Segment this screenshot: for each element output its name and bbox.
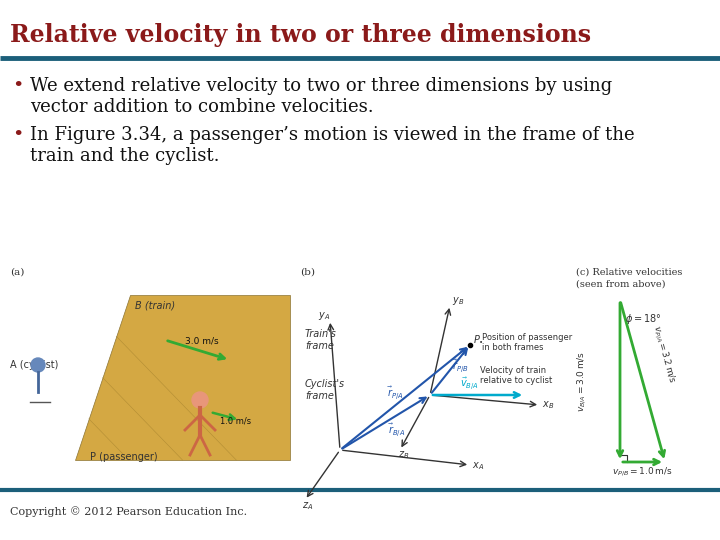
- Text: Train's
frame: Train's frame: [305, 329, 337, 351]
- Text: in both frames: in both frames: [482, 343, 544, 352]
- Text: $x_A$: $x_A$: [472, 460, 484, 472]
- Text: A (cyclist): A (cyclist): [10, 360, 58, 370]
- Text: $y_A$: $y_A$: [318, 310, 330, 322]
- Text: We extend relative velocity to two or three dimensions by using: We extend relative velocity to two or th…: [30, 77, 612, 95]
- Text: (c) Relative velocities: (c) Relative velocities: [576, 268, 683, 277]
- Text: Velocity of train: Velocity of train: [480, 366, 546, 375]
- Circle shape: [192, 392, 208, 408]
- Text: $\vec{r}_{B/A}$: $\vec{r}_{B/A}$: [388, 422, 405, 440]
- Text: $y_B$: $y_B$: [452, 295, 464, 307]
- Text: Position of passenger: Position of passenger: [482, 333, 572, 342]
- Text: $\vec{r}_{P/B}$: $\vec{r}_{P/B}$: [452, 357, 469, 375]
- Polygon shape: [75, 295, 290, 460]
- Text: $v_{P/B} = 1.0\,\mathrm{m/s}$: $v_{P/B} = 1.0\,\mathrm{m/s}$: [612, 465, 672, 478]
- Text: 3.0 m/s: 3.0 m/s: [185, 336, 219, 345]
- Text: $x_B$: $x_B$: [542, 399, 554, 411]
- Circle shape: [31, 358, 45, 372]
- Text: $\vec{v}_{B/A}$: $\vec{v}_{B/A}$: [460, 375, 479, 392]
- Text: •: •: [12, 77, 23, 95]
- Text: (seen from above): (seen from above): [576, 280, 665, 289]
- Text: vector addition to combine velocities.: vector addition to combine velocities.: [30, 98, 374, 116]
- Text: $v_{P/A} = 3.2\,\mathrm{m/s}$: $v_{P/A} = 3.2\,\mathrm{m/s}$: [650, 323, 679, 385]
- Text: $\vec{r}_{P/A}$: $\vec{r}_{P/A}$: [387, 385, 404, 402]
- Text: (a): (a): [10, 268, 24, 277]
- Text: Cyclist's
frame: Cyclist's frame: [305, 379, 345, 401]
- Text: train and the cyclist.: train and the cyclist.: [30, 147, 220, 165]
- Text: P (passenger): P (passenger): [90, 452, 158, 462]
- Text: $v_{B/A} = 3.0\,\mathrm{m/s}$: $v_{B/A} = 3.0\,\mathrm{m/s}$: [575, 350, 588, 411]
- Text: relative to cyclist: relative to cyclist: [480, 376, 552, 385]
- Text: $z_B$: $z_B$: [398, 449, 410, 461]
- Text: $P_{\bullet}$: $P_{\bullet}$: [473, 333, 484, 345]
- Text: B (train): B (train): [135, 300, 175, 310]
- Text: 1.0 m/s: 1.0 m/s: [220, 416, 251, 425]
- Text: Relative velocity in two or three dimensions: Relative velocity in two or three dimens…: [10, 23, 591, 47]
- Text: Copyright © 2012 Pearson Education Inc.: Copyright © 2012 Pearson Education Inc.: [10, 507, 247, 517]
- Text: $\phi = 18°$: $\phi = 18°$: [625, 312, 662, 326]
- Text: In Figure 3.34, a passenger’s motion is viewed in the frame of the: In Figure 3.34, a passenger’s motion is …: [30, 126, 634, 144]
- Text: $z_A$: $z_A$: [302, 500, 313, 512]
- Text: •: •: [12, 126, 23, 144]
- Text: (b): (b): [300, 268, 315, 277]
